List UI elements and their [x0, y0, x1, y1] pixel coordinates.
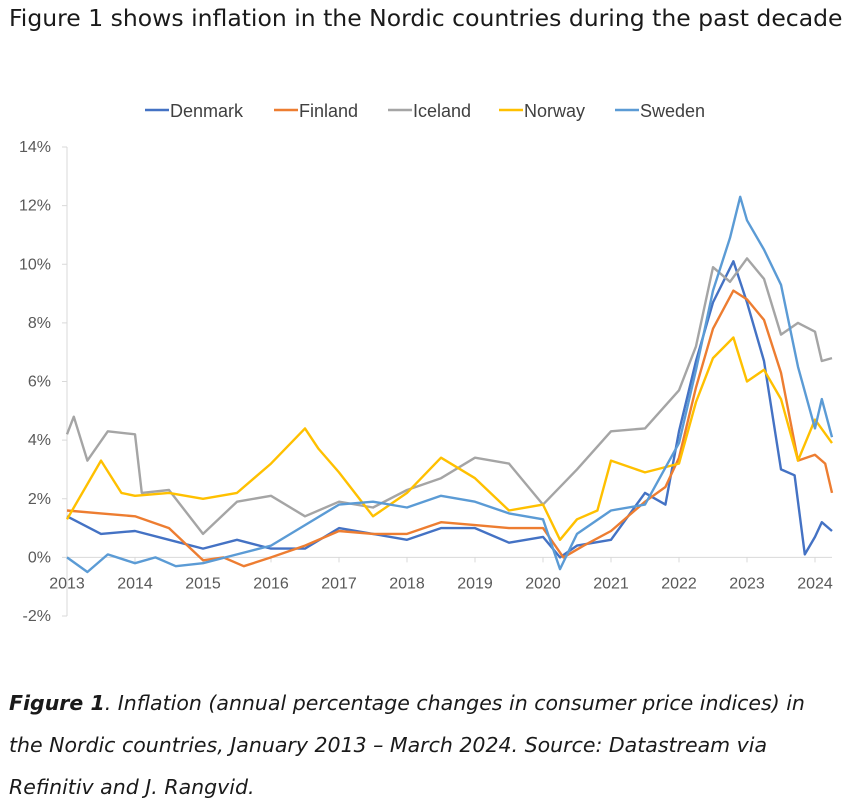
legend-item-iceland: Iceland	[388, 101, 471, 121]
y-tick-label: 4%	[28, 432, 51, 449]
legend-label: Finland	[299, 101, 358, 121]
legend-item-norway: Norway	[499, 101, 585, 121]
chart-legend: Denmark Finland Iceland Norway Sweden	[145, 101, 705, 121]
x-tick-label: 2017	[321, 575, 357, 592]
intro-text: Figure 1 shows inflation in the Nordic c…	[9, 4, 845, 32]
y-tick-label: 2%	[28, 491, 51, 508]
inflation-line-chart: Denmark Finland Iceland Norway Sweden 14% 12%…	[19, 101, 834, 625]
x-tick-label: 2013	[49, 575, 85, 592]
y-axis-ticks: 14% 12% 10% 8% 6% 4% 2% 0% -2%	[19, 139, 67, 625]
legend-label: Sweden	[640, 101, 705, 121]
x-tick-label: 2023	[729, 575, 765, 592]
x-tick-label: 2021	[593, 575, 629, 592]
legend-item-sweden: Sweden	[615, 101, 705, 121]
caption-text: . Inflation (annual percentage changes i…	[9, 691, 805, 799]
y-tick-label: 8%	[28, 315, 51, 332]
x-tick-label: 2015	[185, 575, 221, 592]
y-tick-label: 12%	[19, 198, 51, 215]
legend-label: Iceland	[413, 101, 471, 121]
legend-item-denmark: Denmark	[145, 101, 244, 121]
legend-label: Norway	[524, 101, 585, 121]
y-tick-label: -2%	[23, 608, 51, 625]
y-tick-label: 0%	[28, 549, 51, 566]
x-tick-label: 2022	[661, 575, 697, 592]
series-line-finland	[66, 289, 834, 568]
series-line-denmark	[66, 260, 833, 559]
figure-caption: Figure 1. Inflation (annual percentage c…	[9, 682, 839, 808]
x-tick-label: 2020	[525, 575, 561, 592]
series-lines	[65, 195, 834, 574]
legend-item-finland: Finland	[274, 101, 358, 121]
x-axis-ticks: 2013 2014 2015 2016 2017 2018 2019 2020 2021 2022…	[49, 557, 833, 592]
series-line-norway	[65, 336, 833, 541]
x-tick-label: 2019	[457, 575, 493, 592]
y-tick-label: 6%	[28, 374, 51, 391]
x-tick-label: 2014	[117, 575, 153, 592]
x-tick-label: 2024	[797, 575, 833, 592]
y-tick-label: 14%	[19, 139, 51, 156]
x-tick-label: 2018	[389, 575, 425, 592]
caption-label: Figure 1	[9, 691, 105, 715]
x-tick-label: 2016	[253, 575, 289, 592]
legend-label: Denmark	[170, 101, 244, 121]
series-line-iceland	[65, 257, 833, 536]
series-line-sweden	[66, 195, 834, 574]
y-tick-label: 10%	[19, 256, 51, 273]
